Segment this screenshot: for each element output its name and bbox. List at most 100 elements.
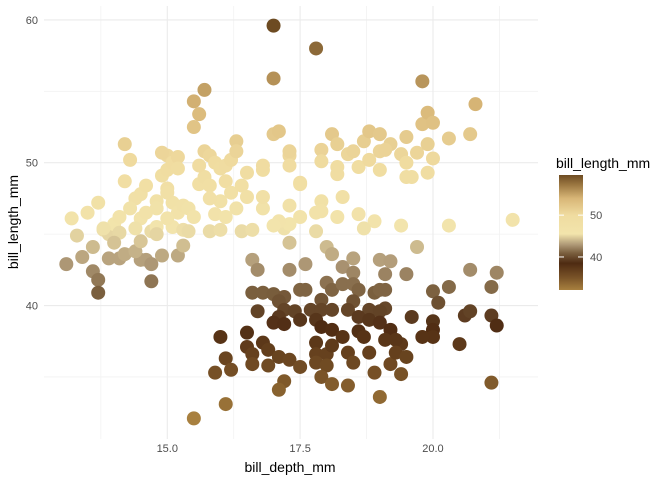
data-point <box>282 262 297 277</box>
data-point <box>372 389 387 404</box>
data-point <box>117 247 132 262</box>
data-point <box>255 158 270 173</box>
data-point <box>362 312 377 327</box>
data-point <box>420 165 435 180</box>
data-point <box>170 161 185 176</box>
data-point <box>335 277 350 292</box>
data-point <box>75 249 90 264</box>
data-point <box>255 285 270 300</box>
data-point <box>234 224 249 239</box>
color-legend: bill_length_mm 40 50 <box>556 155 650 290</box>
data-point <box>186 411 201 426</box>
data-point <box>245 222 260 237</box>
data-point <box>383 254 398 269</box>
data-point <box>160 185 175 200</box>
data-point <box>314 369 329 384</box>
data-point <box>64 211 79 226</box>
data-point <box>463 127 478 142</box>
data-point <box>340 378 355 393</box>
data-point <box>144 274 159 289</box>
data-point <box>293 210 308 225</box>
data-point <box>293 359 308 374</box>
data-point <box>463 304 478 319</box>
data-point <box>186 120 201 135</box>
data-point <box>101 251 116 266</box>
data-point <box>239 190 254 205</box>
data-point <box>213 222 228 237</box>
data-points <box>59 18 520 426</box>
data-point <box>213 194 228 209</box>
data-point <box>399 267 414 282</box>
data-point <box>404 309 419 324</box>
data-point <box>154 145 169 160</box>
data-point <box>372 162 387 177</box>
data-point <box>133 234 148 249</box>
data-point <box>325 338 340 353</box>
data-point <box>340 302 355 317</box>
x-tick-label: 20.0 <box>422 443 443 455</box>
data-point <box>394 367 409 382</box>
data-point <box>468 97 483 112</box>
data-point <box>282 217 297 232</box>
data-point <box>186 94 201 109</box>
data-point <box>372 315 387 330</box>
data-point <box>325 377 340 392</box>
y-tick-label: 60 <box>26 15 38 27</box>
data-point <box>404 170 419 185</box>
data-point <box>224 362 239 377</box>
data-point <box>91 195 106 210</box>
data-point <box>197 82 212 97</box>
data-point <box>96 221 111 236</box>
data-point <box>160 211 175 226</box>
data-point <box>452 337 467 352</box>
data-point <box>234 178 249 193</box>
data-point <box>309 224 324 239</box>
data-point <box>383 357 398 372</box>
data-point <box>346 355 361 370</box>
data-point <box>239 165 254 180</box>
data-point <box>362 152 377 167</box>
data-point <box>309 355 324 370</box>
data-point <box>330 167 345 182</box>
data-point <box>229 134 244 149</box>
data-point <box>463 262 478 277</box>
legend-tick-label: 50 <box>590 210 602 222</box>
data-point <box>250 304 265 319</box>
data-point <box>282 352 297 367</box>
data-point <box>410 239 425 254</box>
data-point <box>314 142 329 157</box>
data-point <box>293 312 308 327</box>
data-point <box>420 137 435 152</box>
data-point <box>192 158 207 173</box>
data-point <box>218 210 233 225</box>
data-point <box>372 304 387 319</box>
data-point <box>351 282 366 297</box>
data-point <box>181 224 196 239</box>
data-point <box>139 205 154 220</box>
data-point <box>123 152 138 167</box>
data-point <box>425 151 440 166</box>
y-tick-label: 40 <box>26 301 38 313</box>
data-point <box>314 319 329 334</box>
data-point <box>154 248 169 263</box>
data-point <box>378 267 393 282</box>
data-point <box>399 155 414 170</box>
data-point <box>298 257 313 272</box>
data-point <box>346 265 361 280</box>
data-point <box>425 115 440 130</box>
data-point <box>144 257 159 272</box>
data-point <box>351 160 366 175</box>
data-point <box>335 329 350 344</box>
data-point <box>362 345 377 360</box>
data-point <box>378 142 393 157</box>
data-point <box>356 329 371 344</box>
data-point <box>309 335 324 350</box>
data-point <box>356 221 371 236</box>
data-point <box>282 158 297 173</box>
data-point <box>425 329 440 344</box>
data-point <box>441 131 456 146</box>
data-point <box>218 174 233 189</box>
data-point <box>229 201 244 216</box>
data-point <box>351 207 366 222</box>
